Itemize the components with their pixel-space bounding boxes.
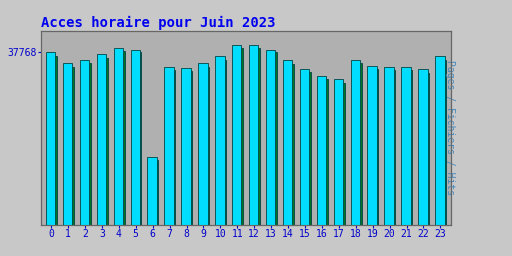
Bar xyxy=(269,52,277,225)
Bar xyxy=(97,54,106,225)
Bar xyxy=(232,45,242,225)
Bar xyxy=(438,60,446,225)
Bar xyxy=(63,63,72,225)
Bar xyxy=(147,157,157,225)
Bar xyxy=(134,52,141,225)
Bar xyxy=(351,60,360,225)
Bar xyxy=(337,83,345,225)
Bar xyxy=(235,48,243,225)
Bar xyxy=(303,72,311,225)
Bar xyxy=(249,45,259,225)
Bar xyxy=(100,58,108,225)
Bar xyxy=(286,64,294,225)
Bar xyxy=(320,79,328,225)
Bar xyxy=(164,67,174,225)
Bar xyxy=(215,56,224,225)
Bar xyxy=(201,67,209,225)
Bar xyxy=(266,50,275,225)
Bar xyxy=(80,60,89,225)
Text: Acces horaire pour Juin 2023: Acces horaire pour Juin 2023 xyxy=(41,15,275,29)
Bar xyxy=(404,70,412,225)
Bar xyxy=(283,60,292,225)
Bar xyxy=(131,50,140,225)
Bar xyxy=(317,76,326,225)
Bar xyxy=(418,69,428,225)
Bar xyxy=(421,73,429,225)
Y-axis label: Pages / Fichiers / Hits: Pages / Fichiers / Hits xyxy=(445,60,455,196)
Bar xyxy=(388,70,395,225)
Bar xyxy=(252,48,260,225)
Bar xyxy=(184,71,193,225)
Bar xyxy=(66,67,74,225)
Bar xyxy=(354,63,361,225)
Bar xyxy=(198,63,207,225)
Bar xyxy=(114,48,123,225)
Bar xyxy=(167,70,175,225)
Bar xyxy=(300,69,309,225)
Bar xyxy=(49,56,57,225)
Bar xyxy=(218,60,226,225)
Bar xyxy=(181,68,190,225)
Bar xyxy=(83,63,91,225)
Bar xyxy=(401,67,411,225)
Bar xyxy=(151,161,158,225)
Bar xyxy=(46,52,55,225)
Bar xyxy=(117,50,124,225)
Bar xyxy=(371,69,378,225)
Bar xyxy=(368,66,377,225)
Bar xyxy=(385,67,394,225)
Bar xyxy=(435,56,444,225)
Bar xyxy=(334,79,343,225)
